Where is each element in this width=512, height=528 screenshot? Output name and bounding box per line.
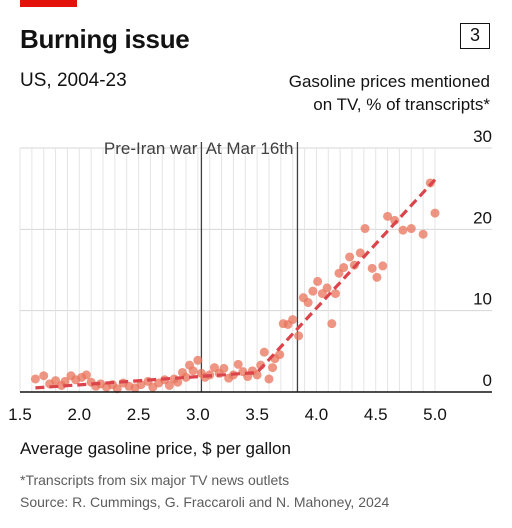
data-point	[60, 376, 70, 386]
footnote: *Transcripts from six major TV news outl…	[20, 472, 290, 488]
data-point	[164, 380, 174, 390]
x-tick-label: 5.0	[423, 405, 447, 424]
gridlines	[19, 147, 492, 392]
data-point	[181, 372, 191, 382]
data-point	[383, 211, 393, 221]
data-point	[173, 377, 183, 387]
data-point	[339, 263, 349, 273]
trend-lines	[35, 178, 437, 390]
x-tick-label: 3.5	[245, 405, 269, 424]
annotation-lines: Pre-Iran war At Mar 16th	[104, 139, 299, 392]
data-point	[136, 380, 146, 390]
data-point	[294, 331, 304, 341]
y-tick-label: 10	[473, 290, 492, 309]
chart-number-badge: 3	[460, 23, 490, 49]
data-point	[219, 363, 229, 373]
data-point	[188, 366, 198, 376]
y-tick-label: 30	[473, 127, 492, 146]
data-point	[275, 350, 285, 360]
data-point	[345, 252, 355, 262]
data-point	[112, 384, 122, 394]
data-point	[418, 229, 428, 239]
y-tick-label: 20	[473, 208, 492, 227]
data-point	[355, 248, 365, 258]
x-tick-label: 2.5	[127, 405, 151, 424]
data-point	[268, 363, 278, 373]
chart-subtitle: US, 2004-23	[20, 70, 127, 91]
chart-title: Burning issue	[20, 24, 190, 54]
data-point	[81, 370, 91, 380]
data-point	[264, 374, 274, 384]
x-tick-label: 2.0	[67, 405, 91, 424]
data-point	[372, 272, 382, 282]
brand-bar	[20, 0, 77, 7]
annotation-label: At Mar 16th	[206, 139, 294, 158]
data-point	[259, 347, 269, 357]
data-point	[430, 208, 440, 218]
data-point	[327, 319, 337, 329]
data-point	[252, 370, 262, 380]
annotation-label: Pre-Iran war	[104, 139, 198, 158]
y-tick-label: 0	[483, 371, 492, 390]
data-point	[30, 374, 40, 384]
x-axis-title: Average gasoline price, $ per gallon	[20, 439, 291, 458]
data-point	[313, 276, 323, 286]
y-axis-label-line-2: on TV, % of transcripts*	[313, 95, 490, 114]
data-point	[367, 263, 377, 273]
data-point	[330, 289, 340, 299]
y-axis-label-line-1: Gasoline prices mentioned	[288, 72, 490, 91]
x-tick-label: 4.0	[305, 405, 329, 424]
data-point	[288, 315, 298, 325]
data-point	[51, 376, 61, 386]
data-point	[39, 371, 49, 381]
data-point	[303, 298, 313, 308]
data-point	[193, 355, 203, 365]
data-point	[308, 286, 318, 296]
data-point	[406, 224, 416, 234]
x-tick-label: 4.5	[364, 405, 388, 424]
x-tick-label: 3.0	[186, 405, 210, 424]
data-point	[360, 224, 370, 234]
tick-labels: 1.5 2.0 2.5 3.0 3.5 4.0 4.5 5.0 0 10 20 30 Average g…	[8, 127, 492, 458]
y-axis-label: Gasoline prices mentioned on TV, % of tr…	[230, 70, 490, 116]
source-note: Source: R. Cummings, G. Fraccaroli and N…	[20, 494, 390, 510]
data-point	[322, 283, 332, 293]
fitted-line	[35, 178, 437, 390]
x-tick-label: 1.5	[8, 405, 32, 424]
data-point	[398, 225, 408, 235]
data-points	[30, 178, 440, 394]
data-point	[233, 359, 243, 369]
data-point	[378, 261, 388, 271]
